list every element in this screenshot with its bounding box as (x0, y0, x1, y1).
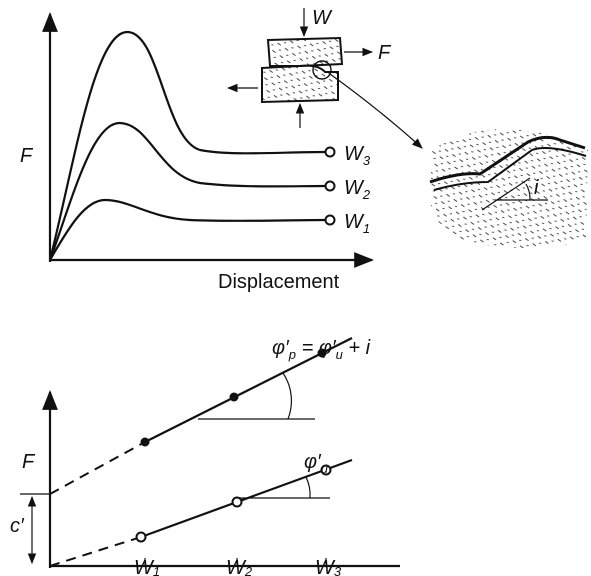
x-label: Displacement (218, 271, 340, 293)
curve (48, 30, 327, 261)
angle-label: i (534, 177, 539, 199)
label-base: W (344, 177, 365, 199)
symbol: φ′ (319, 337, 337, 359)
x-label: W2 (226, 557, 253, 576)
residual-point (320, 464, 332, 476)
label-base: W (226, 557, 247, 576)
end-point (324, 146, 336, 158)
label-base: W (315, 557, 336, 576)
angle-arc (305, 476, 311, 499)
load-label: W (312, 7, 333, 29)
curve-label: W1 (344, 211, 370, 236)
angle-arc (282, 372, 292, 420)
symbol-sub: u (321, 461, 328, 476)
label-sub: 2 (362, 187, 371, 202)
label-sub: 2 (244, 564, 253, 576)
peak-relation: φ′p = φ′u + i (272, 337, 371, 362)
x-label: W3 (315, 557, 342, 576)
curve-label: W2 (344, 177, 371, 202)
y-label: F (20, 145, 34, 167)
top-chart: F Displacement W3 W2 W1 (20, 12, 374, 293)
symbol-sub: p (288, 347, 296, 362)
joint (433, 147, 587, 191)
symbol: φ′ (272, 337, 290, 359)
shear-box: W F (226, 7, 423, 149)
detail-circle (312, 60, 332, 80)
symbol-sub: u (336, 347, 343, 362)
label-sub: 1 (153, 564, 160, 576)
symbol: φ′ (304, 451, 322, 473)
end-point (324, 214, 336, 226)
joint-detail: i (429, 129, 588, 249)
peak-point (229, 392, 239, 402)
lower-block (261, 64, 339, 104)
curve (48, 121, 327, 261)
operator: = (296, 337, 319, 359)
peak-point (317, 348, 327, 358)
force-label: F (378, 42, 392, 64)
label-sub: 3 (363, 153, 371, 168)
label-sub: 1 (363, 221, 370, 236)
residual-angle: φ′u (304, 451, 328, 476)
peak-point (140, 437, 150, 447)
envelope-dashed (49, 441, 146, 495)
y-label: F (22, 451, 36, 473)
curve-label: W3 (344, 143, 371, 168)
angle-arc (525, 183, 531, 201)
bottom-chart: F c′ φ′p = φ′u + i φ′u W1 W2 W3 (10, 337, 400, 576)
operator: + i (343, 337, 371, 359)
residual-point (135, 531, 147, 543)
curve (49, 198, 327, 261)
x-label: W1 (134, 557, 160, 576)
label-base: W (344, 211, 365, 233)
leader (329, 73, 423, 149)
upper-block (266, 36, 344, 67)
end-point (324, 180, 336, 192)
label-base: W (344, 143, 365, 165)
intercept-label: c′ (10, 515, 25, 537)
joint (429, 135, 586, 184)
rock (430, 129, 588, 249)
label-base: W (134, 557, 155, 576)
slope-line (481, 177, 531, 211)
peak-envelope (144, 337, 353, 443)
residual-point (231, 496, 243, 508)
label-sub: 3 (334, 564, 342, 576)
envelope-dashed (49, 536, 142, 567)
